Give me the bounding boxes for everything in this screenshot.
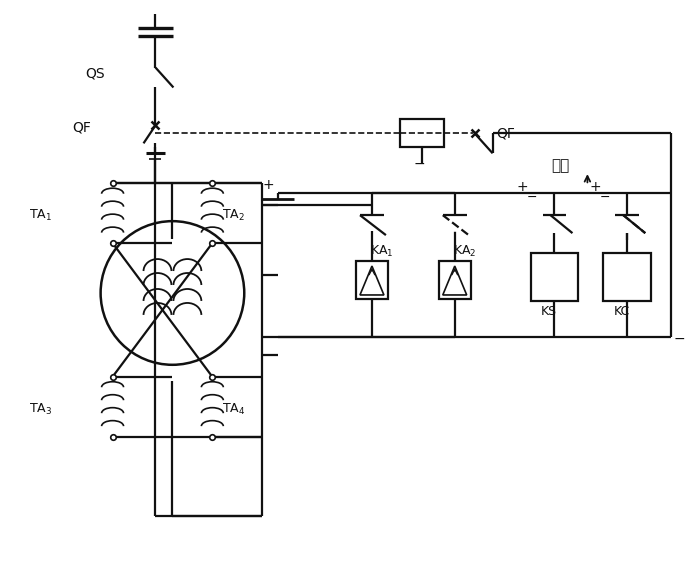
Text: QS: QS [85,67,105,80]
Text: +: + [589,180,601,194]
Bar [439,261,470,299]
Text: TA$_2$: TA$_2$ [223,208,245,223]
Text: TA$_3$: TA$_3$ [29,402,52,417]
Text: QF: QF [73,120,92,134]
Text: −: − [526,191,537,204]
Text: TA$_1$: TA$_1$ [29,208,52,223]
Bar [603,253,651,301]
Text: QF: QF [496,127,515,140]
Text: TA$_4$: TA$_4$ [223,402,246,417]
Text: KS: KS [540,305,556,318]
Bar [400,119,444,147]
Text: KA$_1$: KA$_1$ [370,244,393,259]
Text: −: − [414,157,426,171]
Text: +: + [517,180,528,194]
Bar [531,253,578,301]
Bar [356,261,388,299]
Text: KC: KC [613,305,629,318]
Text: −: − [599,191,610,204]
Text: −: − [673,332,685,346]
Text: +: + [262,178,274,192]
Text: 信号: 信号 [552,158,570,173]
Text: KA$_2$: KA$_2$ [453,244,476,259]
